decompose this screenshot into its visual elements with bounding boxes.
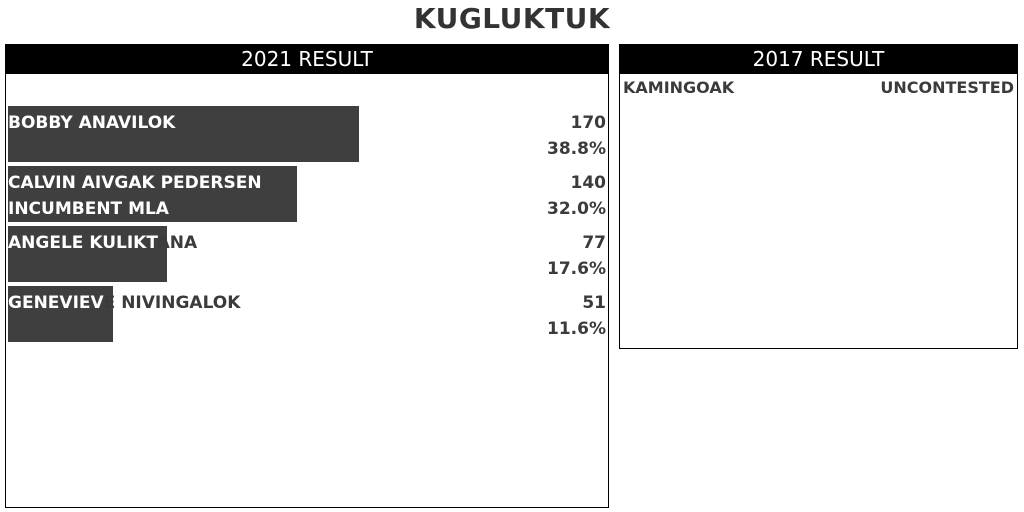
candidate-name: BOBBY ANAVILOK: [8, 113, 176, 133]
vote-count: 170: [570, 113, 607, 133]
result-row: CALVIN AIVGAK PEDERSEN INCUMBENT MLA 140 32…: [8, 166, 606, 222]
current-result-panel: 2021 RESULT BOBBY ANAVILOK 170 38.8% CALVIN…: [5, 44, 609, 508]
previous-result-header: 2017 RESULT: [620, 45, 1017, 74]
candidate-name: GENEVIEVE NIVINGALOK: [8, 293, 241, 313]
current-result-header: 2021 RESULT: [6, 45, 608, 74]
vote-count: 77: [582, 233, 606, 253]
result-row: GENEVIEVE NIVINGALOK 51 11.6%: [8, 286, 606, 342]
candidate-subtitle: INCUMBENT MLA: [8, 199, 169, 219]
vote-percent: 11.6%: [547, 319, 606, 339]
vote-percent: 17.6%: [547, 259, 606, 279]
previous-result-status: UNCONTESTED: [880, 78, 1014, 97]
vote-percent: 32.0%: [547, 199, 606, 219]
vote-bar: [8, 286, 113, 342]
vote-count: 51: [582, 293, 606, 313]
vote-bar: [8, 166, 297, 222]
page-title: KUGLUKTUK: [413, 2, 611, 35]
result-row: BOBBY ANAVILOK 170 38.8%: [8, 106, 606, 162]
result-row: ANGELE KULIKTANA 77 17.6%: [8, 226, 606, 282]
previous-result-panel: 2017 RESULT KAMINGOAK UNCONTESTED: [619, 44, 1018, 349]
previous-winner-name: KAMINGOAK: [623, 78, 735, 97]
candidate-name: ANGELE KULIKTANA: [8, 233, 198, 253]
vote-bar: [8, 226, 167, 282]
vote-count: 140: [570, 173, 607, 193]
vote-bar: [8, 106, 359, 162]
vote-percent: 38.8%: [547, 139, 606, 159]
candidate-name: CALVIN AIVGAK PEDERSEN: [8, 173, 262, 193]
